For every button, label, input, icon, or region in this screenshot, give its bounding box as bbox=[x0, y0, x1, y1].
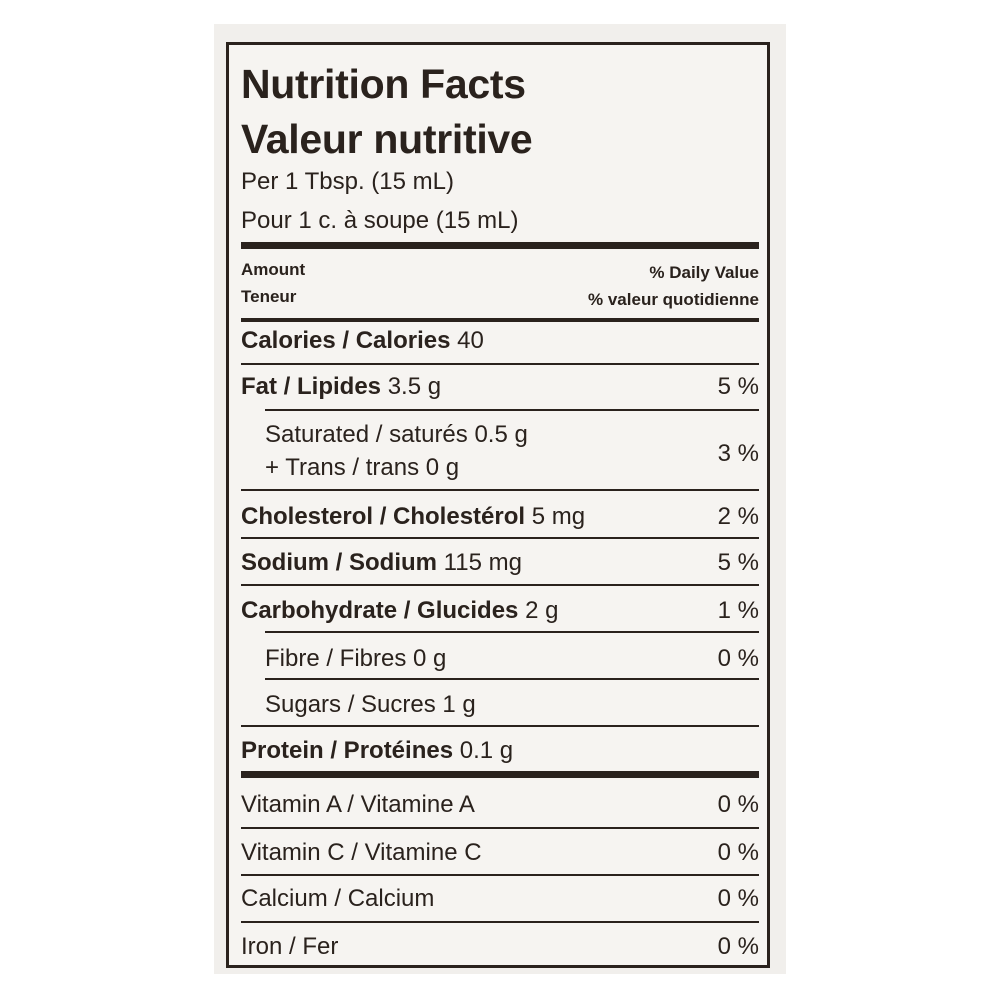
calcium-text: Calcium / Calcium bbox=[241, 885, 435, 912]
trans-line: + Trans / trans 0 g bbox=[265, 454, 460, 481]
vitamin-a-daily-value: 0 % bbox=[717, 791, 759, 818]
row-divider bbox=[241, 489, 759, 491]
daily-value-header-english: % Daily Value bbox=[649, 263, 759, 282]
fibre-text: Fibre / Fibres 0 g bbox=[265, 645, 447, 672]
carbohydrate-daily-value: 1 % bbox=[717, 597, 759, 624]
cholesterol-amount: 5 mg bbox=[531, 503, 586, 530]
title-english: Nutrition Facts bbox=[241, 61, 526, 107]
saturated-line: Saturated / saturés 0.5 g bbox=[265, 421, 528, 448]
nutrition-facts-label: Nutrition Facts Valeur nutritive Per 1 T… bbox=[226, 42, 770, 968]
iron-text: Iron / Fer bbox=[241, 933, 339, 960]
protein-name: Protein / Protéines bbox=[241, 737, 454, 764]
thick-divider bbox=[241, 771, 759, 778]
row-divider bbox=[241, 725, 759, 727]
row-divider bbox=[241, 874, 759, 876]
row-divider bbox=[241, 921, 759, 923]
row-divider bbox=[241, 827, 759, 829]
row-divider bbox=[241, 584, 759, 586]
amount-header-french: Teneur bbox=[241, 287, 297, 306]
serving-size-english: Per 1 Tbsp. (15 mL) bbox=[241, 168, 454, 195]
row-divider bbox=[265, 409, 759, 411]
vitamin-a-text: Vitamin A / Vitamine A bbox=[241, 791, 475, 818]
sodium-amount: 115 mg bbox=[443, 549, 522, 576]
vitamin-c-daily-value: 0 % bbox=[717, 839, 759, 866]
fat-name: Fat / Lipides bbox=[241, 373, 382, 400]
thick-divider bbox=[241, 242, 759, 249]
row-divider bbox=[265, 631, 759, 633]
sugars-text: Sugars / Sucres 1 g bbox=[265, 691, 476, 718]
sodium-name: Sodium / Sodium bbox=[241, 549, 437, 576]
carbohydrate-name: Carbohydrate / Glucides bbox=[241, 597, 519, 624]
iron-daily-value: 0 % bbox=[717, 933, 759, 960]
fibre-daily-value: 0 % bbox=[717, 645, 759, 672]
calories-name: Calories / Calories bbox=[241, 327, 451, 354]
fat-amount: 3.5 g bbox=[387, 373, 442, 400]
carbohydrate-amount: 2 g bbox=[525, 597, 559, 624]
row-divider bbox=[241, 537, 759, 539]
calories-amount: 40 bbox=[457, 327, 484, 354]
sodium-daily-value: 5 % bbox=[717, 549, 759, 576]
daily-value-header-french: % valeur quotidienne bbox=[588, 290, 759, 309]
calcium-daily-value: 0 % bbox=[717, 885, 759, 912]
fat-daily-value: 5 % bbox=[717, 373, 759, 400]
cholesterol-daily-value: 2 % bbox=[717, 503, 759, 530]
title-french: Valeur nutritive bbox=[241, 116, 533, 162]
header-divider bbox=[241, 318, 759, 322]
row-divider bbox=[241, 363, 759, 365]
vitamin-c-text: Vitamin C / Vitamine C bbox=[241, 839, 482, 866]
protein-amount: 0.1 g bbox=[459, 737, 514, 764]
serving-size-french: Pour 1 c. à soupe (15 mL) bbox=[241, 207, 519, 234]
amount-header-english: Amount bbox=[241, 260, 306, 279]
cholesterol-name: Cholesterol / Cholestérol bbox=[241, 503, 526, 530]
row-divider bbox=[265, 678, 759, 680]
saturated-daily-value: 3 % bbox=[717, 440, 759, 467]
